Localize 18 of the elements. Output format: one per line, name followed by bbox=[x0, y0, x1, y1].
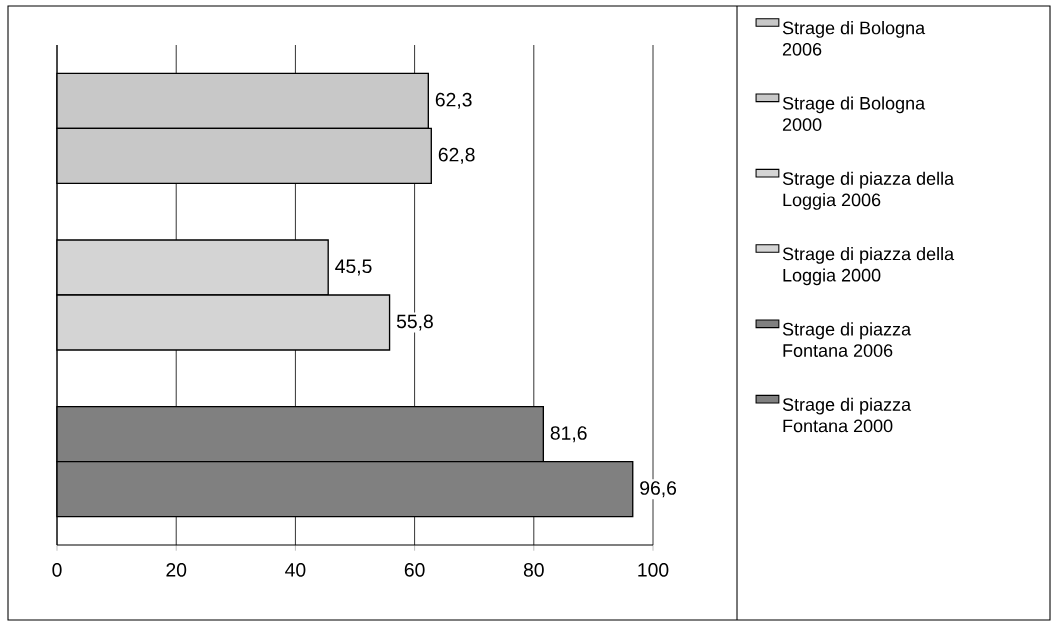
legend-label: Strage di Bologna 2000 bbox=[782, 96, 926, 131]
data-label: 62,3 bbox=[435, 92, 472, 109]
x-tick-label: 0 bbox=[52, 563, 62, 577]
data-label: 55,8 bbox=[396, 314, 433, 331]
x-tick-label: 20 bbox=[166, 563, 187, 577]
data-label: 45,5 bbox=[335, 259, 372, 276]
legend-label: Strage di piazza della Loggia 2000 bbox=[782, 247, 955, 286]
legend-label: Strage di piazza Fontana 2000 bbox=[782, 397, 912, 433]
data-label: 96,6 bbox=[640, 481, 677, 498]
x-tick-label: 80 bbox=[523, 563, 544, 577]
x-tick-label: 60 bbox=[404, 563, 425, 577]
x-tick-label: 100 bbox=[638, 563, 669, 577]
data-label: 62,8 bbox=[438, 147, 475, 164]
data-label: 81,6 bbox=[550, 426, 587, 443]
legend-label: Strage di piazza Fontana 2006 bbox=[782, 322, 912, 357]
legend-label: Strage di Bologna 2006 bbox=[782, 21, 926, 56]
legend-label: Strage di piazza della Loggia 2006 bbox=[782, 171, 955, 210]
x-tick-label: 40 bbox=[285, 563, 306, 577]
